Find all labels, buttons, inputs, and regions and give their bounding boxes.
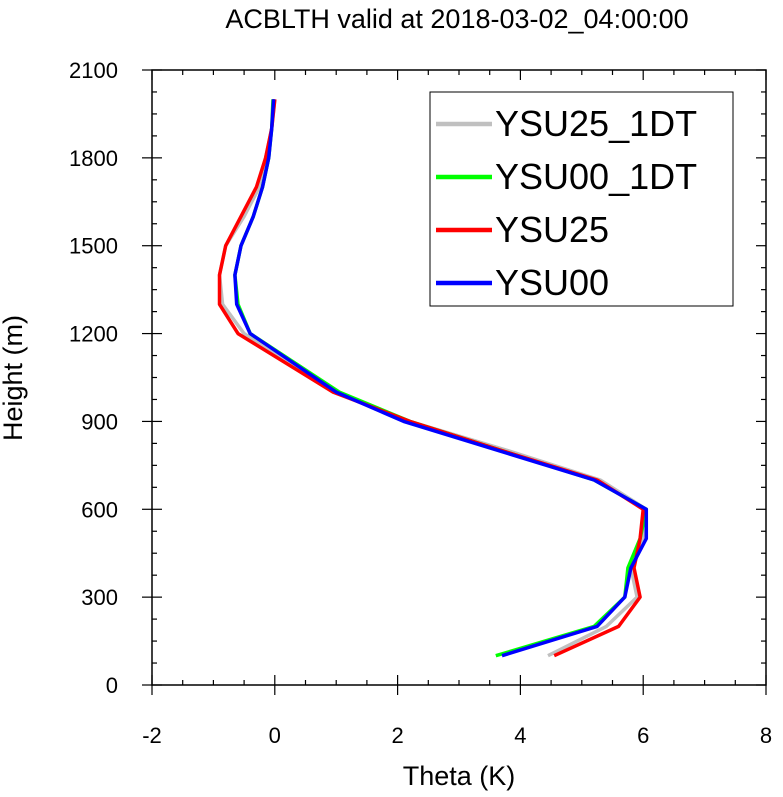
x-tick-label: -2 <box>142 723 162 748</box>
chart-title: ACBLTH valid at 2018-03-02_04:00:00 <box>225 4 688 34</box>
y-tick-label: 600 <box>81 497 118 522</box>
y-tick-label: 2100 <box>69 58 118 83</box>
y-tick-label: 1200 <box>69 322 118 347</box>
y-tick-label: 1800 <box>69 146 118 171</box>
legend-box <box>429 91 734 307</box>
legend-label: YSU00 <box>495 262 609 303</box>
y-tick-label: 300 <box>81 585 118 610</box>
legend: YSU25_1DT YSU00_1DT YSU25 YSU00 <box>429 91 734 307</box>
x-tick-label: 2 <box>391 723 403 748</box>
legend-label: YSU25 <box>495 209 609 250</box>
series-line-ysu00 <box>233 99 649 658</box>
y-tick-label: 0 <box>106 673 118 698</box>
ticks-layer: -2 0 2 4 6 8 0 300 600 900 1200 1500 1800 2100 <box>69 58 772 748</box>
y-tick-label: 1500 <box>69 234 118 259</box>
x-axis-label: Theta (K) <box>403 761 516 791</box>
legend-label: YSU00_1DT <box>495 156 697 197</box>
y-tick-label: 900 <box>81 409 118 434</box>
x-tick-label: 0 <box>269 723 281 748</box>
series-layer <box>217 99 649 658</box>
y-axis-label: Height (m) <box>0 315 28 441</box>
x-tick-label: 6 <box>637 723 649 748</box>
x-tick-label: 8 <box>760 723 772 748</box>
x-tick-label: 4 <box>514 723 526 748</box>
legend-label: YSU25_1DT <box>495 103 697 144</box>
